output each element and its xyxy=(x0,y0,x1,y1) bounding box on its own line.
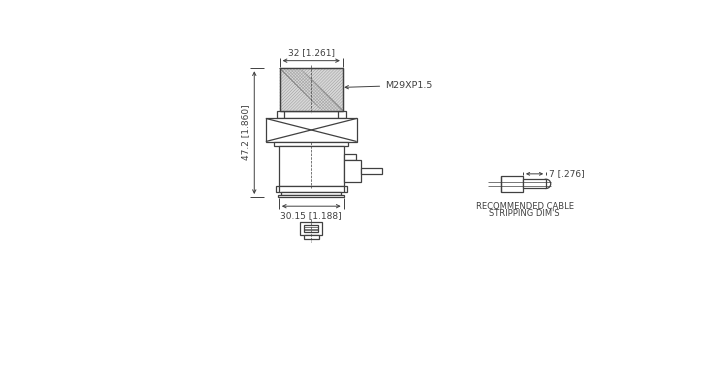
Text: 30.15 [1.188]: 30.15 [1.188] xyxy=(280,211,342,220)
Bar xyxy=(305,225,318,232)
Bar xyxy=(274,142,348,146)
Text: 32 [1.261]: 32 [1.261] xyxy=(288,48,335,57)
Bar xyxy=(304,236,319,239)
Bar xyxy=(279,146,343,186)
Bar xyxy=(276,111,346,119)
Bar xyxy=(279,68,343,111)
Bar xyxy=(266,119,356,142)
Text: 7 [.276]: 7 [.276] xyxy=(549,169,585,178)
Bar xyxy=(343,160,361,182)
Bar xyxy=(523,179,546,188)
Text: M29XP1.5: M29XP1.5 xyxy=(345,81,433,90)
Bar xyxy=(279,68,343,111)
Text: RECOMMENDED CABLE: RECOMMENDED CABLE xyxy=(475,202,574,211)
Bar xyxy=(282,192,341,195)
Bar xyxy=(300,222,322,236)
Bar xyxy=(343,154,356,160)
Text: 47.2 [1.860]: 47.2 [1.860] xyxy=(241,105,251,160)
Text: STRIPPING DIM'S: STRIPPING DIM'S xyxy=(489,209,560,218)
Bar xyxy=(361,168,382,174)
Bar xyxy=(501,176,523,191)
Bar xyxy=(276,186,346,192)
Bar xyxy=(278,195,344,197)
Ellipse shape xyxy=(541,179,551,188)
